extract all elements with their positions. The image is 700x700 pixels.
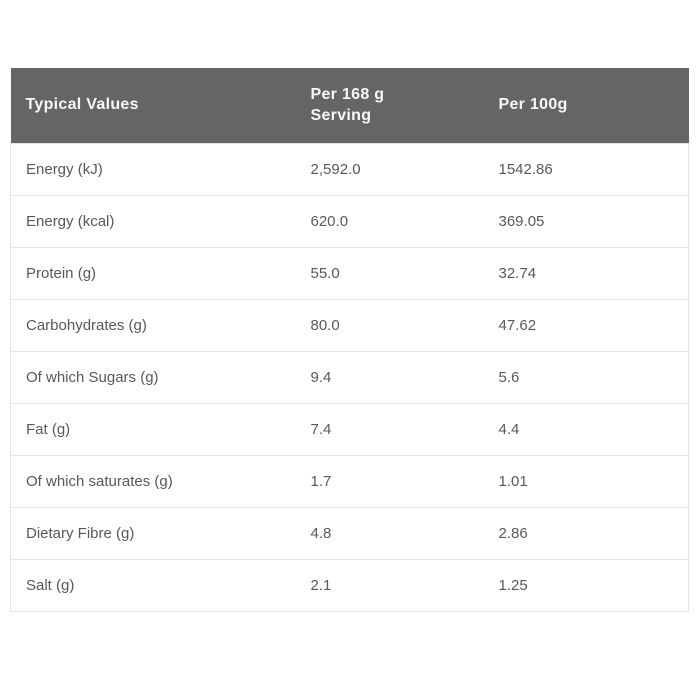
nutrition-table-body: Energy (kJ) 2,592.0 1542.86 Energy (kcal… (10, 142, 689, 612)
table-row-saturates: Of which saturates (g) 1.7 1.01 (10, 454, 689, 508)
row-per-serving-value: 9.4 (295, 350, 484, 404)
header-per-serving: Per 168 g Serving (295, 68, 484, 143)
row-per-serving-value: 2,592.0 (295, 142, 484, 196)
row-label: Energy (kJ) (10, 142, 296, 196)
header-per-100g-label: Per 100g (498, 96, 568, 114)
table-row-dietary-fibre: Dietary Fibre (g) 4.8 2.86 (10, 506, 689, 560)
row-label: Carbohydrates (g) (10, 298, 296, 352)
row-label: Of which saturates (g) (10, 454, 296, 508)
row-label: Dietary Fibre (g) (10, 506, 296, 560)
row-per-100g-value: 2.86 (483, 506, 689, 560)
header-per-100g: Per 100g (483, 68, 689, 143)
header-typical-values-label: Typical Values (25, 96, 139, 114)
row-per-serving-value: 55.0 (295, 246, 484, 300)
row-label: Fat (g) (10, 402, 296, 456)
row-per-serving-value: 2.1 (295, 558, 484, 612)
header-typical-values: Typical Values (10, 68, 296, 143)
row-per-100g-value: 1.01 (483, 454, 689, 508)
row-label: Of which Sugars (g) (10, 350, 296, 404)
row-per-100g-value: 5.6 (483, 350, 689, 404)
table-row-fat: Fat (g) 7.4 4.4 (10, 402, 689, 456)
table-row-energy-kj: Energy (kJ) 2,592.0 1542.86 (10, 142, 689, 196)
row-per-100g-value: 32.74 (483, 246, 689, 300)
row-per-serving-value: 1.7 (295, 454, 484, 508)
row-per-100g-value: 1542.86 (483, 142, 689, 196)
row-per-100g-value: 47.62 (483, 298, 689, 352)
row-per-serving-value: 80.0 (295, 298, 484, 352)
header-row: Typical Values Per 168 g Serving Per 100… (10, 68, 689, 143)
row-per-serving-value: 620.0 (295, 194, 484, 248)
row-per-serving-value: 7.4 (295, 402, 484, 456)
row-label: Protein (g) (10, 246, 296, 300)
row-per-100g-value: 1.25 (483, 558, 689, 612)
row-label: Salt (g) (10, 558, 296, 612)
nutrition-table-header: Typical Values Per 168 g Serving Per 100… (10, 68, 689, 143)
table-row-protein: Protein (g) 55.0 32.74 (10, 246, 689, 300)
row-per-100g-value: 4.4 (483, 402, 689, 456)
row-per-100g-value: 369.05 (483, 194, 689, 248)
row-per-serving-value: 4.8 (295, 506, 484, 560)
nutrition-table: Typical Values Per 168 g Serving Per 100… (10, 68, 689, 612)
table-row-energy-kcal: Energy (kcal) 620.0 369.05 (10, 194, 689, 248)
header-per-serving-label: Per 168 g Serving (310, 85, 385, 125)
table-row-sugars: Of which Sugars (g) 9.4 5.6 (10, 350, 689, 404)
row-label: Energy (kcal) (10, 194, 296, 248)
table-row-salt: Salt (g) 2.1 1.25 (10, 558, 689, 612)
table-row-carbohydrates: Carbohydrates (g) 80.0 47.62 (10, 298, 689, 352)
